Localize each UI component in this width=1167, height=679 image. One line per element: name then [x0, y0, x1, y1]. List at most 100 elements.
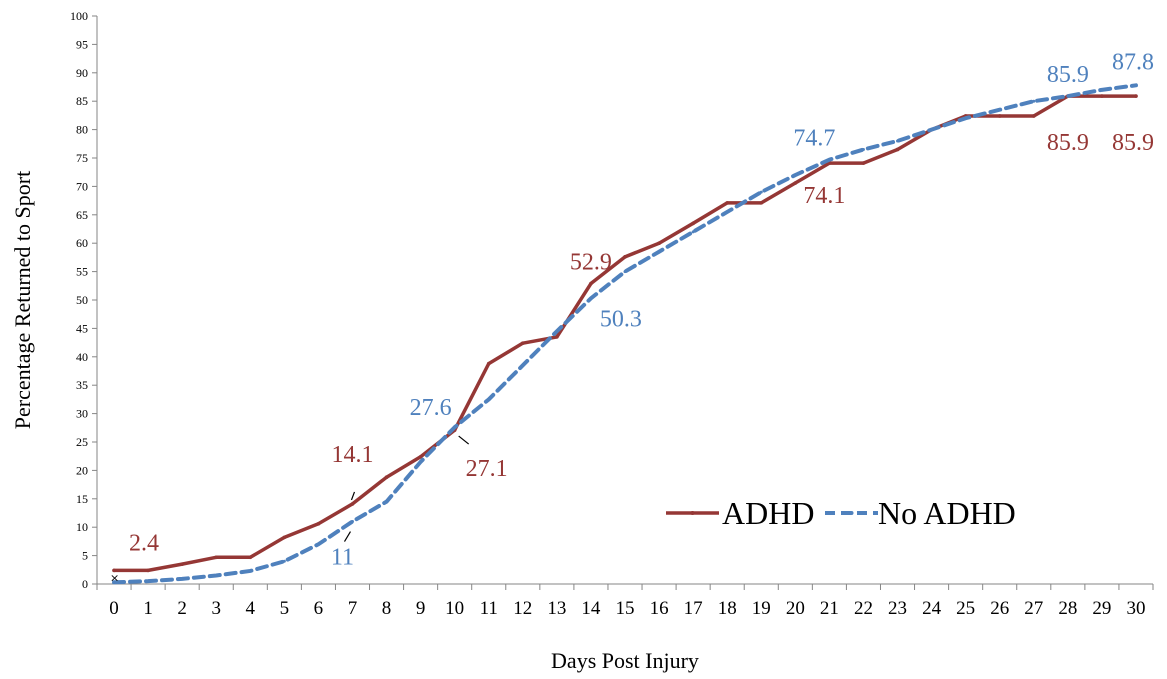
series-point-adhd [1134, 94, 1138, 98]
series-point-adhd [112, 568, 116, 573]
series-point-no-adhd [112, 580, 116, 584]
y-tick-label: 5 [82, 549, 88, 563]
data-label: 50.3 [600, 306, 642, 332]
x-tick-label: 12 [513, 598, 532, 619]
x-tick-label: 27 [1024, 598, 1043, 619]
x-tick-label: 30 [1126, 598, 1145, 619]
series-point-adhd [486, 361, 491, 366]
series-point-no-adhd [1100, 88, 1104, 92]
y-tick-label: 45 [76, 321, 88, 335]
x-tick-label: 7 [348, 598, 358, 619]
data-label-leader [343, 531, 351, 542]
series-point-no-adhd [350, 520, 354, 524]
series-point-adhd [657, 241, 661, 245]
series-point-no-adhd [998, 108, 1002, 112]
series-point-no-adhd [453, 425, 457, 429]
series-point-adhd [793, 181, 798, 185]
series-point-no-adhd [248, 569, 252, 573]
series-point-adhd [623, 255, 627, 259]
x-tick-labels: 0 1 2 3 4 5 6 7 8 9 10 11 12 13 14 15 16 17 18 19 20 21 22 23 24… [96, 584, 1154, 619]
x-tick-label: 22 [854, 598, 873, 619]
legend: ADHD No ADHD [666, 495, 1016, 531]
x-tick-label: 11 [480, 598, 498, 619]
x-tick-label: 21 [820, 598, 839, 619]
series-point-no-adhd [793, 173, 797, 177]
data-label: 52.9 [570, 250, 612, 276]
y-tick-label: 10 [76, 520, 88, 534]
series-point-adhd [895, 147, 900, 152]
data-label-leader [458, 435, 470, 445]
series-point-no-adhd [657, 250, 661, 254]
series-point-adhd [691, 221, 695, 226]
x-tick-label: 1 [143, 598, 153, 619]
y-tick-label: 55 [76, 265, 88, 279]
data-labels-layer: 2.4 14.1 27.1 52.9 74.1 85.9 85.9 11 27.6 50.3 74.… [129, 49, 1154, 570]
x-tick-label: 28 [1058, 598, 1077, 619]
legend-marker-no-adhd [849, 511, 854, 515]
series-point-no-adhd [180, 577, 184, 581]
series-point-adhd [316, 521, 321, 526]
legend-label-adhd: ADHD [722, 495, 814, 531]
series-point-no-adhd [827, 158, 831, 162]
x-tick-label: 17 [684, 598, 703, 619]
series-point-adhd [418, 454, 423, 459]
y-tick-label: 75 [76, 151, 88, 165]
data-label: 14.1 [331, 442, 373, 468]
series-point-no-adhd [725, 210, 729, 214]
data-label: 85.9 [1047, 130, 1089, 156]
y-tick-label: 30 [76, 407, 88, 421]
series-point-no-adhd [589, 296, 593, 300]
series-point-adhd [282, 535, 287, 540]
y-tick-label: 0 [82, 577, 88, 591]
series-point-no-adhd [316, 542, 320, 546]
y-tick-label: 80 [76, 123, 88, 137]
x-tick-label: 25 [956, 598, 975, 619]
data-label: 27.1 [466, 456, 508, 482]
series-point-no-adhd [1134, 83, 1138, 87]
x-tick-label: 9 [416, 598, 426, 619]
y-tick-label: 90 [76, 66, 88, 80]
x-tick-label: 19 [752, 598, 771, 619]
series-point-adhd [1100, 94, 1104, 98]
x-tick-label: 14 [581, 598, 601, 619]
series-point-no-adhd [1032, 99, 1036, 103]
series-point-no-adhd [861, 147, 865, 151]
x-tick-label: 16 [650, 598, 669, 619]
x-tick-label: 18 [718, 598, 737, 619]
series-point-adhd [214, 555, 219, 560]
x-tick-label: 6 [314, 598, 324, 619]
series-point-adhd [997, 114, 1002, 118]
x-tick-label: 26 [990, 598, 1009, 619]
series-point-no-adhd [691, 230, 695, 234]
x-tick-label: 2 [177, 598, 187, 619]
x-tick-label: 24 [922, 598, 942, 619]
y-tick-label: 95 [76, 37, 88, 51]
y-tick-label: 15 [76, 492, 88, 506]
data-label: 27.6 [410, 395, 452, 421]
series-layer: × [110, 83, 1138, 585]
x-tick-label: 23 [888, 598, 907, 619]
series-point-adhd [725, 201, 729, 205]
origin-marker: × [110, 571, 119, 584]
series-point-no-adhd [1066, 94, 1070, 98]
series-point-no-adhd [555, 329, 559, 333]
y-tick-label: 40 [76, 350, 88, 364]
series-point-adhd [384, 475, 389, 480]
x-tick-label: 10 [445, 598, 464, 619]
series-point-adhd [146, 568, 150, 573]
y-tick-label: 100 [70, 9, 88, 23]
data-label-leader [350, 491, 356, 501]
series-point-no-adhd [282, 559, 286, 563]
data-label: 87.8 [1112, 49, 1154, 75]
y-axis-title: Percentage Returned to Sport [10, 171, 35, 429]
y-tick-labels: 0 5 10 15 20 25 30 35 40 45 50 55 60 65 70 75 80 85 90 95 10… [70, 9, 97, 591]
series-point-adhd [861, 161, 866, 165]
series-point-no-adhd [521, 363, 525, 367]
series-point-no-adhd [146, 579, 150, 583]
series-point-adhd [180, 562, 184, 566]
x-tick-label: 15 [616, 598, 635, 619]
x-tick-label: 0 [109, 598, 119, 619]
series-point-no-adhd [623, 270, 627, 274]
series-point-no-adhd [964, 116, 968, 120]
